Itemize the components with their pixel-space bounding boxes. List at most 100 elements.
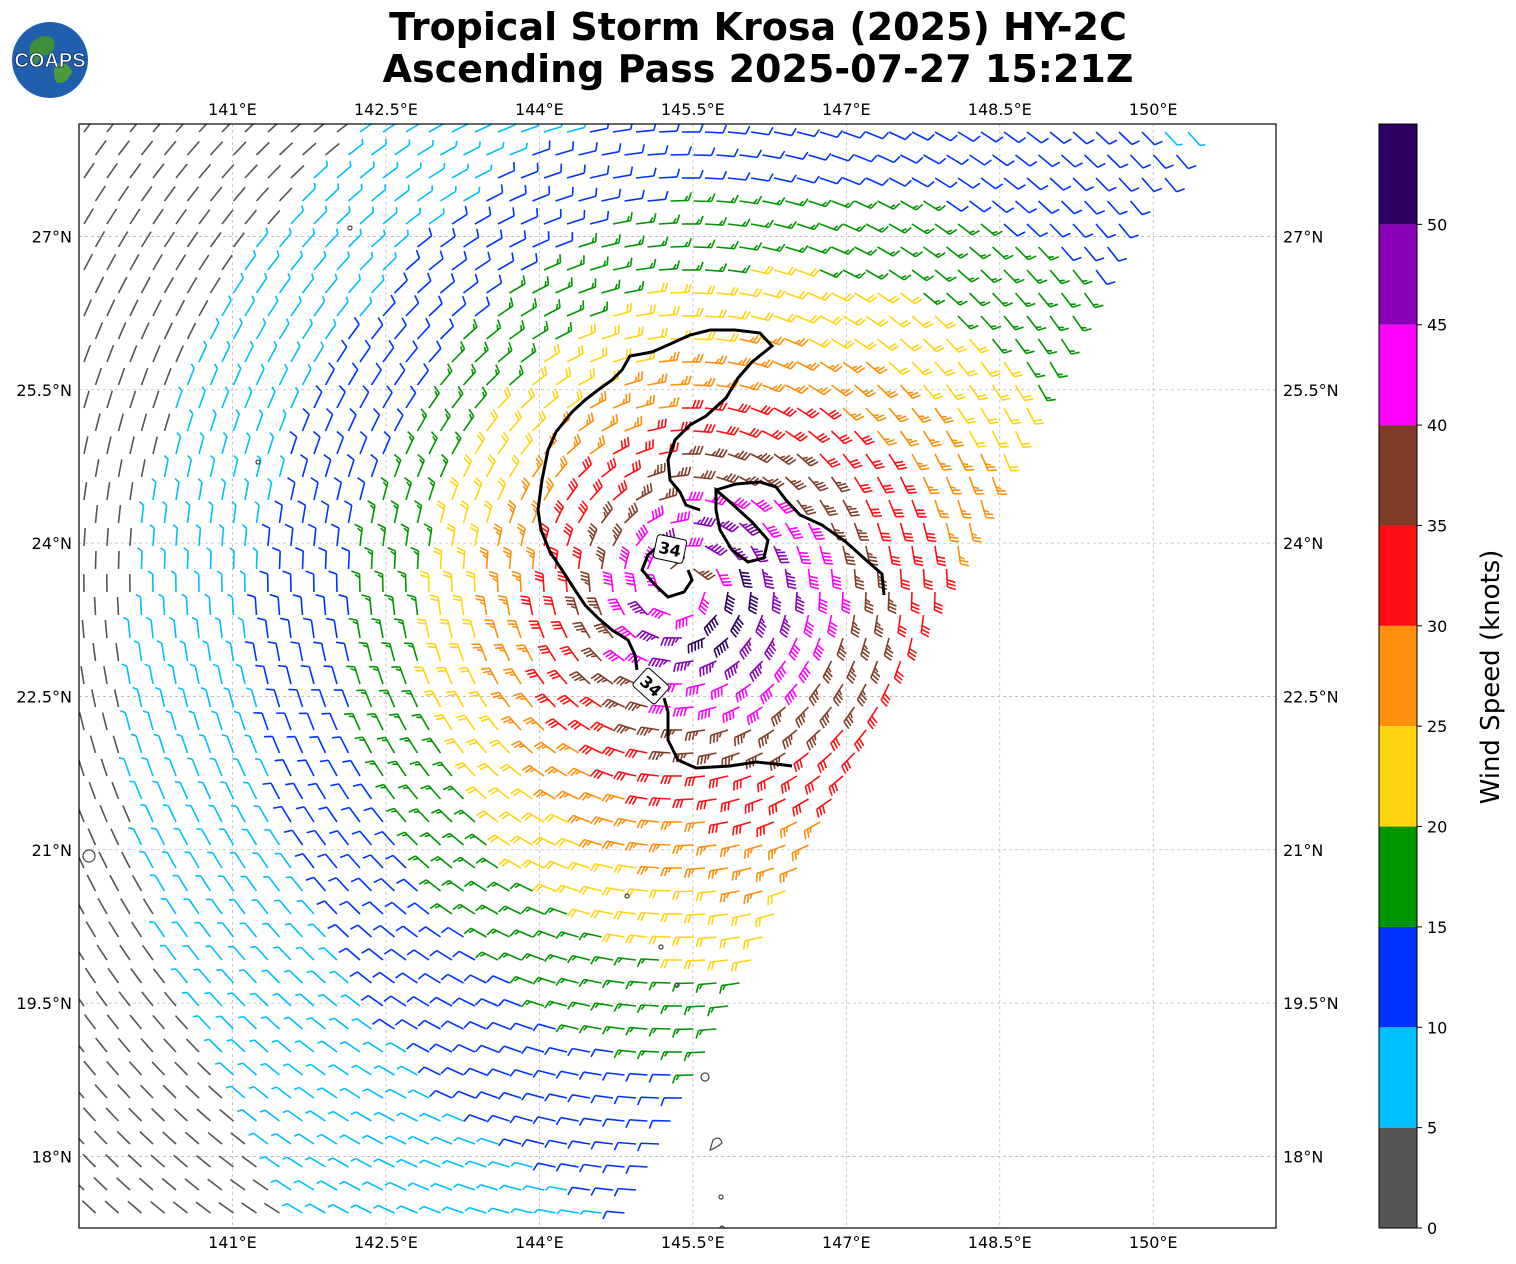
wind-barb bbox=[704, 309, 728, 319]
wind-barb bbox=[209, 757, 223, 777]
wind-barb bbox=[497, 252, 515, 271]
wind-barb bbox=[339, 1041, 361, 1053]
wind-barb bbox=[362, 1041, 384, 1053]
wind-barb bbox=[347, 183, 363, 202]
wind-barb bbox=[370, 229, 386, 248]
wind-barb bbox=[578, 278, 597, 294]
wind-barb bbox=[497, 1138, 522, 1147]
wind-barb bbox=[647, 418, 667, 432]
wind-barb bbox=[301, 182, 317, 202]
wind-barb bbox=[380, 476, 389, 501]
wind-barb bbox=[946, 246, 969, 259]
wind-barb bbox=[300, 665, 315, 685]
wind-barb bbox=[566, 814, 591, 824]
wind-barb bbox=[794, 591, 805, 615]
wind-barb bbox=[590, 1094, 614, 1104]
wind-barb bbox=[830, 476, 851, 493]
wind-barb bbox=[305, 1110, 326, 1122]
wind-barb bbox=[779, 614, 791, 639]
wind-barb bbox=[543, 477, 555, 501]
wind-barb bbox=[876, 476, 895, 494]
wind-barb bbox=[83, 482, 88, 501]
map-plot-area[interactable] bbox=[79, 124, 1276, 1228]
wind-barb bbox=[186, 363, 195, 386]
wind-barb bbox=[564, 596, 580, 616]
wind-barb bbox=[636, 865, 660, 875]
wind-barb bbox=[907, 637, 918, 661]
wind-barb bbox=[720, 798, 740, 813]
wind-barb bbox=[899, 384, 921, 400]
wind-barb bbox=[578, 1071, 602, 1080]
wind-barb bbox=[111, 781, 120, 800]
wind-barb bbox=[543, 860, 568, 870]
wind-barb bbox=[589, 769, 614, 780]
wind-barb bbox=[507, 499, 517, 524]
wind-barb bbox=[675, 614, 694, 630]
wind-barb bbox=[336, 124, 349, 133]
wind-barb bbox=[922, 476, 940, 495]
wind-barb bbox=[578, 412, 595, 432]
wind-barb bbox=[911, 545, 924, 567]
wind-barb bbox=[788, 637, 801, 661]
wind-barb bbox=[854, 729, 867, 752]
wind-barb bbox=[278, 455, 285, 478]
wind-barb bbox=[683, 959, 706, 970]
wind-barb bbox=[525, 668, 545, 685]
wind-barb bbox=[317, 853, 338, 869]
wind-barb bbox=[567, 1001, 591, 1010]
contour-line-34kt-inner bbox=[714, 486, 770, 564]
wind-barb bbox=[193, 570, 200, 593]
wind-barb bbox=[175, 299, 186, 317]
wind-barb bbox=[566, 908, 591, 918]
wind-barb bbox=[590, 955, 614, 965]
wind-barb bbox=[1060, 200, 1083, 215]
wind-barb bbox=[214, 1062, 235, 1076]
wind-barb bbox=[1003, 315, 1024, 331]
wind-barb bbox=[79, 997, 85, 1007]
wind-barb bbox=[660, 636, 683, 647]
wind-barb bbox=[324, 273, 338, 294]
wind-barb bbox=[670, 192, 692, 202]
wind-barb bbox=[197, 477, 203, 501]
wind-barb bbox=[198, 209, 211, 225]
wind-barb bbox=[1060, 154, 1083, 168]
wind-barb bbox=[220, 781, 235, 800]
wind-barb bbox=[212, 663, 223, 685]
wind-barb bbox=[793, 752, 809, 773]
wind-barb bbox=[739, 334, 763, 344]
wind-barb bbox=[733, 729, 752, 747]
wind-barb bbox=[262, 782, 281, 800]
wind-barb bbox=[957, 269, 980, 283]
wind-barb bbox=[405, 295, 420, 317]
wind-barb bbox=[578, 1024, 602, 1034]
wind-barb bbox=[731, 913, 752, 927]
wind-barb bbox=[555, 837, 579, 847]
wind-barb bbox=[957, 545, 969, 567]
wind-barb bbox=[92, 643, 97, 662]
wind-barb bbox=[887, 591, 897, 615]
wind-barb bbox=[351, 830, 373, 846]
wind-barb bbox=[151, 1061, 166, 1076]
colorbar-tick-label: 50 bbox=[1427, 215, 1447, 234]
wind-barb bbox=[104, 620, 108, 639]
wind-barb bbox=[283, 1016, 304, 1030]
wind-barb bbox=[172, 874, 189, 892]
wind-barb bbox=[739, 381, 763, 391]
wind-barb bbox=[704, 263, 728, 273]
wind-barb bbox=[980, 407, 999, 425]
wind-barb bbox=[141, 991, 154, 1007]
wind-barb bbox=[697, 706, 717, 721]
wind-barb bbox=[327, 923, 350, 938]
wind-barb bbox=[934, 499, 950, 519]
colorbar-tick-label: 20 bbox=[1427, 818, 1447, 837]
wind-barb bbox=[397, 784, 419, 800]
wind-barb bbox=[113, 689, 120, 708]
wind-barb bbox=[856, 683, 868, 707]
wind-barb bbox=[695, 1028, 717, 1039]
wind-barb bbox=[267, 340, 278, 363]
wind-barb bbox=[854, 338, 877, 350]
wind-barb bbox=[761, 522, 782, 539]
wind-barb bbox=[572, 546, 582, 570]
wind-barb bbox=[579, 1209, 602, 1216]
wind-barb bbox=[163, 231, 175, 248]
